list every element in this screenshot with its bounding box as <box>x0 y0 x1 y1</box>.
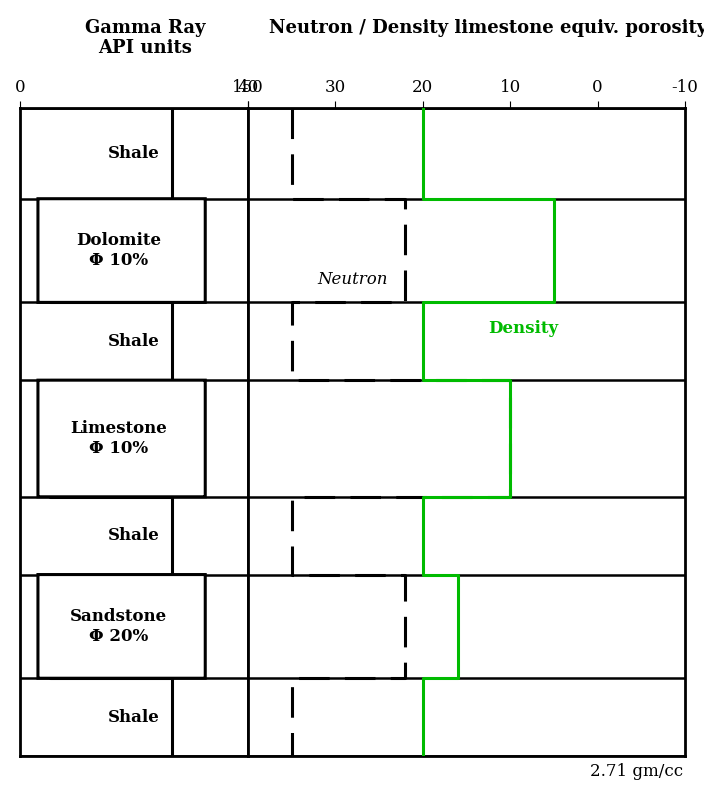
FancyBboxPatch shape <box>38 198 206 302</box>
Text: Neutron / Density limestone equiv. porosity: Neutron / Density limestone equiv. poros… <box>269 19 704 37</box>
Text: Shale: Shale <box>108 145 160 162</box>
FancyBboxPatch shape <box>38 574 206 678</box>
Text: Shale: Shale <box>108 527 160 544</box>
FancyBboxPatch shape <box>38 380 206 497</box>
Text: 2.71 gm/cc: 2.71 gm/cc <box>590 763 683 780</box>
Text: Shale: Shale <box>108 333 160 350</box>
Text: Sandstone
Φ 20%: Sandstone Φ 20% <box>70 608 167 645</box>
Text: Dolomite
Φ 10%: Dolomite Φ 10% <box>76 232 161 269</box>
Text: API units: API units <box>99 39 192 57</box>
Text: Shale: Shale <box>108 709 160 726</box>
Text: Density: Density <box>489 320 558 337</box>
Text: Gamma Ray: Gamma Ray <box>85 19 206 37</box>
Text: Neutron: Neutron <box>318 271 388 288</box>
Text: Limestone
Φ 10%: Limestone Φ 10% <box>70 420 167 457</box>
